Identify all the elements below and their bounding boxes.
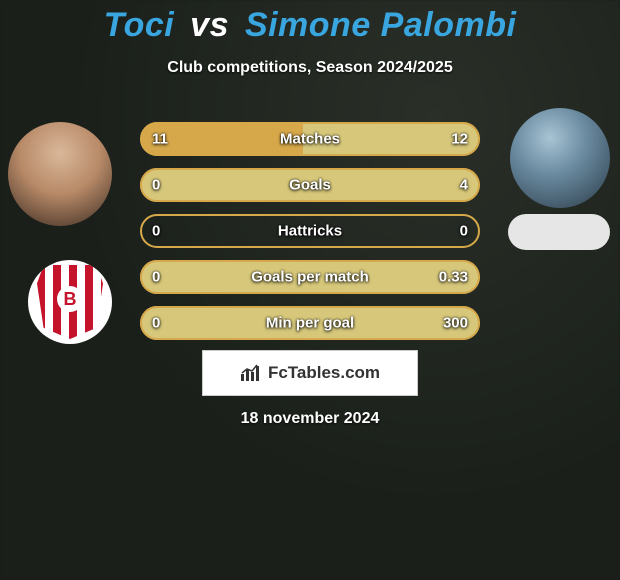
page-title: Toci vs Simone Palombi <box>0 0 620 45</box>
stat-value-left: 0 <box>152 269 160 286</box>
stat-label: Matches <box>280 131 340 148</box>
stat-value-right: 0.33 <box>439 269 468 286</box>
brand-badge: FcTables.com <box>202 350 418 396</box>
title-player-right: Simone Palombi <box>245 6 517 44</box>
avatar-player-left <box>8 122 112 226</box>
stat-value-right: 12 <box>451 131 468 148</box>
stat-value-left: 0 <box>152 315 160 332</box>
shield-icon <box>37 265 103 339</box>
stat-label: Goals per match <box>251 269 369 286</box>
stat-bars: 11 Matches 12 0 Goals 4 0 Hattricks 0 <box>140 122 480 352</box>
stat-value-left: 0 <box>152 177 160 194</box>
stat-bar: 0 Goals per match 0.33 <box>140 260 480 294</box>
avatar-player-right <box>510 108 610 208</box>
title-player-left: Toci <box>104 6 175 44</box>
club-badge-right <box>508 214 610 250</box>
stat-bar: 0 Goals 4 <box>140 168 480 202</box>
stat-value-left: 0 <box>152 223 160 240</box>
stat-label: Hattricks <box>278 223 342 240</box>
infographic-container: Toci vs Simone Palombi Club competitions… <box>0 0 620 580</box>
date-label: 18 november 2024 <box>241 410 380 428</box>
stat-label: Min per goal <box>266 315 354 332</box>
subtitle: Club competitions, Season 2024/2025 <box>0 59 620 77</box>
stat-value-left: 11 <box>152 131 168 148</box>
stat-label: Goals <box>289 177 331 194</box>
brand-text: FcTables.com <box>268 363 380 383</box>
stat-value-right: 0 <box>460 223 468 240</box>
stat-value-right: 300 <box>443 315 468 332</box>
title-vs: vs <box>190 6 229 44</box>
stat-bar: 11 Matches 12 <box>140 122 480 156</box>
stat-bar: 0 Min per goal 300 <box>140 306 480 340</box>
chart-icon <box>240 364 262 382</box>
stat-value-right: 4 <box>460 177 468 194</box>
club-badge-left <box>28 260 112 344</box>
stat-bar: 0 Hattricks 0 <box>140 214 480 248</box>
